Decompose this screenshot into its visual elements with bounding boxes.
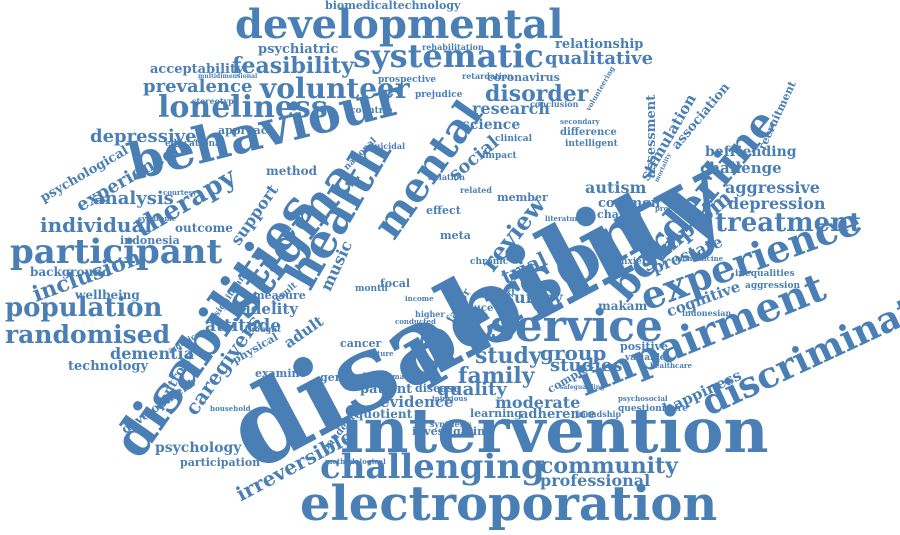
word: intelligent — [565, 140, 618, 149]
word: participation — [180, 457, 260, 468]
word: inequalities — [735, 270, 795, 279]
word: wellbeing — [75, 289, 140, 301]
word: technology — [68, 360, 148, 373]
word: countrie — [350, 107, 393, 116]
word: biomedicaltechnology — [325, 0, 460, 11]
word: retardation — [462, 72, 513, 80]
word: chronic — [470, 258, 508, 267]
word: challenging — [320, 450, 545, 484]
word: psychiatric — [258, 43, 338, 56]
word: makam — [598, 300, 647, 312]
word: electroporation — [300, 480, 717, 528]
word: conclusion — [530, 100, 578, 108]
word: related — [460, 186, 492, 194]
word: assessment — [645, 95, 658, 178]
word: biomedicine — [675, 255, 723, 262]
word: general — [320, 372, 367, 383]
word: anxiety — [615, 258, 651, 267]
word: positive — [620, 341, 668, 352]
word: estimation — [378, 373, 420, 380]
word: focal — [380, 278, 410, 289]
word: disease — [415, 383, 460, 394]
word: professional — [540, 473, 650, 489]
word: syndrome — [138, 215, 176, 222]
word: relationship — [555, 38, 643, 51]
word: household — [210, 405, 251, 412]
word: impact — [482, 152, 517, 161]
word: science — [462, 118, 520, 132]
word: prejudice — [415, 91, 462, 100]
word: volunteering — [584, 65, 615, 112]
word: prospective — [378, 76, 436, 85]
word: thought — [245, 325, 281, 333]
word: friendship — [575, 410, 621, 418]
word: individual — [40, 215, 152, 235]
word: change — [597, 209, 642, 220]
word: autism — [585, 180, 646, 196]
word: effect — [426, 205, 461, 216]
word: conducted — [395, 318, 436, 325]
word: outcome — [175, 222, 233, 234]
word: meta — [440, 230, 471, 241]
word: methodological — [325, 458, 386, 465]
word: suicidal — [370, 142, 405, 150]
word: secondary — [560, 118, 600, 125]
word: injurious — [432, 395, 467, 402]
word: cancer — [340, 338, 381, 349]
word: courtesy — [163, 189, 196, 196]
word: qualitative — [545, 50, 653, 68]
word: literature — [545, 215, 583, 222]
word: multidimensional — [198, 74, 257, 80]
word: quotient — [355, 408, 412, 420]
word: context — [478, 289, 515, 298]
word: depression — [728, 196, 826, 212]
word: befriending — [705, 145, 797, 159]
word: stereotype — [192, 97, 239, 105]
word: method — [266, 165, 317, 177]
word: psychology — [155, 441, 241, 455]
word: clinical — [495, 135, 532, 144]
word: rehabilitation — [422, 43, 484, 51]
word: income — [405, 295, 434, 302]
word: examine — [255, 368, 307, 379]
word: questionnaire — [618, 405, 688, 414]
word: patient — [360, 383, 412, 396]
word: background — [30, 266, 110, 278]
word: healthcare — [650, 362, 692, 369]
word: prevalence — [143, 78, 252, 96]
word: member — [497, 192, 548, 203]
word: procedure — [655, 205, 695, 212]
word: reduce — [455, 304, 493, 314]
word: fidelity — [240, 302, 298, 317]
word: learning — [470, 408, 522, 419]
word: safeguarding — [560, 385, 604, 391]
word: aggression — [745, 282, 800, 291]
word: challenge — [700, 161, 782, 176]
word: educational — [165, 140, 224, 149]
word: culture — [365, 350, 393, 357]
word: indonesian — [682, 309, 731, 317]
word: indonesia — [120, 235, 180, 246]
word: synthesis — [430, 420, 472, 428]
word: psychosocial — [618, 395, 668, 402]
word: ablation — [428, 173, 465, 181]
word: approach — [218, 125, 275, 136]
word: difference — [560, 128, 617, 138]
word: treatment — [715, 210, 861, 236]
